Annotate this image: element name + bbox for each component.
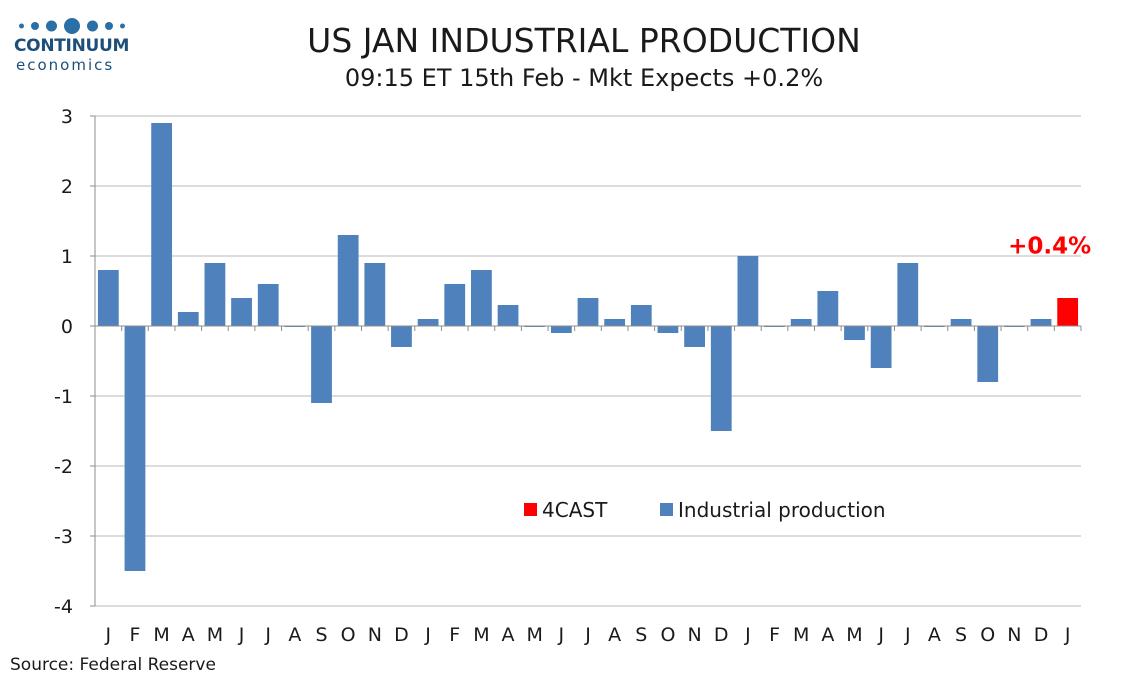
gridlines	[95, 115, 1081, 607]
bar-industrial-production	[97, 270, 119, 326]
x-tick-label: J	[877, 624, 884, 646]
x-tick-label: J	[264, 624, 271, 646]
bar-industrial-production	[391, 326, 412, 347]
x-tick-label: F	[449, 624, 460, 646]
bar-industrial-production	[1030, 319, 1052, 326]
x-tick-label: J	[584, 624, 591, 646]
legend-swatch-industrial-production	[660, 503, 673, 516]
continuum-logo: CONTINUUM economics	[10, 12, 135, 74]
x-tick-label: J	[904, 624, 911, 646]
x-tick-label: D	[714, 624, 729, 646]
bar-industrial-production	[897, 263, 919, 326]
x-tick-label: O	[341, 624, 356, 646]
logo-name: CONTINUUM	[14, 36, 130, 56]
chart-title: US JAN INDUSTRIAL PRODUCTION	[307, 21, 861, 60]
x-tick-label: J	[238, 624, 245, 646]
y-tick-label: 1	[61, 246, 73, 268]
x-tick-label: J	[105, 624, 112, 646]
bar-industrial-production	[604, 319, 626, 326]
legend-label-industrial-production: Industrial production	[678, 498, 886, 522]
logo-dots-icon	[19, 16, 129, 36]
bar-industrial-production	[817, 291, 839, 326]
bar-industrial-production	[444, 284, 466, 326]
y-tick-label: 2	[61, 176, 73, 198]
bar-industrial-production	[870, 326, 892, 368]
x-tick-label: F	[769, 624, 780, 646]
y-axis-ticks: 3 2 1 0 -1 -2 -3 -4	[54, 106, 95, 618]
source-note: Source: Federal Reserve	[10, 655, 216, 675]
x-tick-label: M	[153, 624, 169, 646]
x-tick-label: F	[130, 624, 141, 646]
y-tick-label: 3	[61, 106, 73, 128]
bar-industrial-production	[311, 326, 332, 403]
x-tick-label: S	[635, 624, 647, 646]
x-tick-label: D	[1034, 624, 1049, 646]
bar-industrial-production	[231, 298, 252, 326]
x-tick-label: O	[980, 624, 995, 646]
bar-industrial-production	[550, 326, 572, 333]
x-tick-label: S	[955, 624, 967, 646]
y-tick-label: -1	[54, 386, 73, 408]
bar-industrial-production	[204, 263, 226, 326]
x-tick-label: M	[793, 624, 809, 646]
logo-subtitle: economics	[16, 56, 115, 74]
x-tick-label: A	[182, 624, 195, 646]
bar-industrial-production	[471, 270, 492, 326]
x-tick-label: N	[687, 624, 701, 646]
x-tick-label: O	[660, 624, 675, 646]
bar-industrial-production	[790, 319, 812, 326]
x-tick-label: N	[368, 624, 382, 646]
bar-industrial-production	[151, 123, 173, 326]
y-tick-label: -3	[54, 526, 73, 548]
bar-industrial-production	[710, 326, 732, 431]
x-tick-label: A	[928, 624, 941, 646]
legend: 4CAST Industrial production	[524, 498, 886, 522]
bar-industrial-production	[630, 305, 652, 326]
x-tick-label: M	[207, 624, 223, 646]
bar-industrial-production	[124, 326, 146, 571]
bar-industrial-production	[497, 305, 519, 326]
x-tick-label: M	[473, 624, 489, 646]
x-tick-label: J	[558, 624, 565, 646]
x-tick-label: J	[1064, 624, 1071, 646]
y-tick-label: -4	[54, 596, 73, 618]
bar-industrial-production	[977, 326, 999, 382]
chart-subtitle: 09:15 ET 15th Feb - Mkt Expects +0.2%	[345, 64, 823, 92]
bar-industrial-production	[737, 256, 759, 326]
legend-label-4cast: 4CAST	[542, 498, 608, 522]
y-tick-label: -2	[54, 456, 73, 478]
legend-swatch-4cast	[524, 503, 537, 516]
bar-industrial-production	[684, 326, 705, 347]
bars	[97, 123, 1079, 571]
x-tick-label: A	[821, 624, 834, 646]
bar-industrial-production	[364, 263, 386, 326]
x-tick-label: A	[288, 624, 301, 646]
x-tick-label: J	[424, 624, 431, 646]
x-tick-label: D	[394, 624, 409, 646]
bar-industrial-production	[844, 326, 865, 340]
bar-industrial-production	[950, 319, 972, 326]
x-tick-label: A	[608, 624, 621, 646]
bar-industrial-production	[657, 326, 679, 333]
y-tick-label: 0	[61, 316, 73, 338]
bar-industrial-production	[417, 319, 439, 326]
x-tick-label: M	[846, 624, 862, 646]
bar-industrial-production	[337, 235, 359, 326]
bar-4cast	[1057, 298, 1079, 326]
bar-industrial-production	[257, 284, 279, 326]
x-tick-label: S	[315, 624, 327, 646]
x-tick-label: N	[1007, 624, 1021, 646]
x-tick-label: J	[744, 624, 751, 646]
bar-industrial-production	[577, 298, 599, 326]
x-tick-label: A	[502, 624, 515, 646]
bar-industrial-production	[177, 312, 199, 326]
x-tick-label: M	[526, 624, 542, 646]
forecast-annotation: +0.4%	[1008, 234, 1091, 260]
